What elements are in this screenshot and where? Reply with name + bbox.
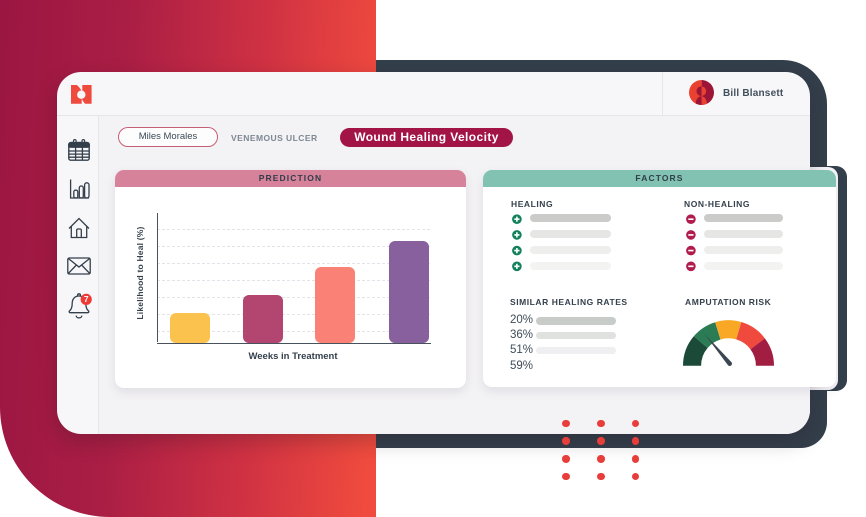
svg-text:7: 7 bbox=[84, 294, 89, 304]
